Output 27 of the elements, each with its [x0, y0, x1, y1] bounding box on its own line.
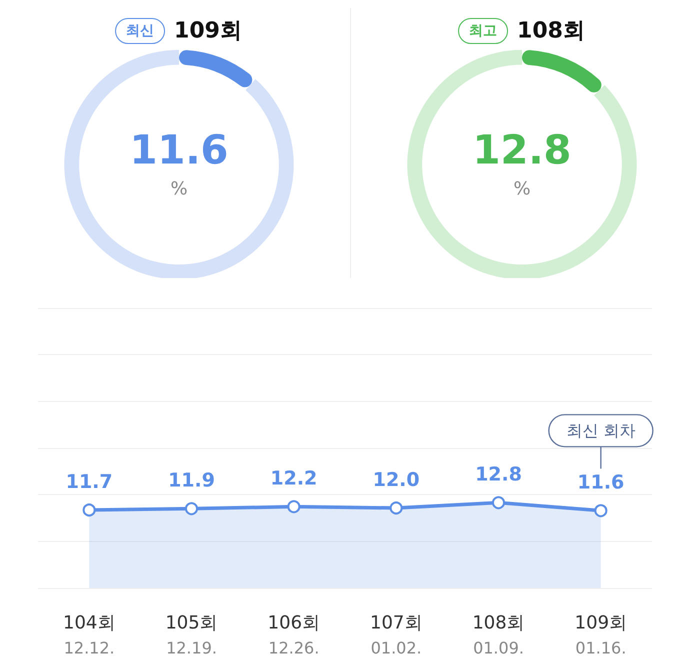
point	[390, 502, 403, 514]
text: 최고	[469, 23, 498, 39]
text: 최신	[126, 23, 154, 39]
data-label: 11.7	[66, 471, 113, 493]
annotation: 최신 회차	[566, 421, 636, 440]
data-label: 11.6	[130, 128, 228, 174]
data-label: 12.2	[270, 468, 318, 490]
x-tick-label: 108회 01.09.	[472, 612, 525, 658]
point	[185, 502, 198, 516]
data-label: 11.6	[577, 472, 624, 494]
point	[82, 504, 96, 516]
x-tick-label: 104회 12.12.	[62, 612, 116, 658]
x-tick-label: 105회 12.19.	[165, 612, 218, 658]
data-label: 11.9	[168, 470, 215, 492]
x-tick-label: 109회 01.16.	[574, 612, 628, 658]
point	[594, 504, 608, 518]
x-tick-label: 107회 01.02.	[370, 612, 422, 658]
point	[492, 496, 505, 510]
point	[287, 500, 300, 514]
data-label: 12.8	[475, 464, 522, 486]
text: %	[513, 178, 531, 200]
x-tick-label: 106회 12.26.	[268, 612, 320, 658]
chart-title: 108회	[517, 18, 585, 44]
text: %	[170, 178, 188, 200]
data-label: 12.0	[372, 469, 420, 491]
data-label: 12.8	[472, 128, 572, 174]
chart-title: 109회	[174, 18, 242, 44]
